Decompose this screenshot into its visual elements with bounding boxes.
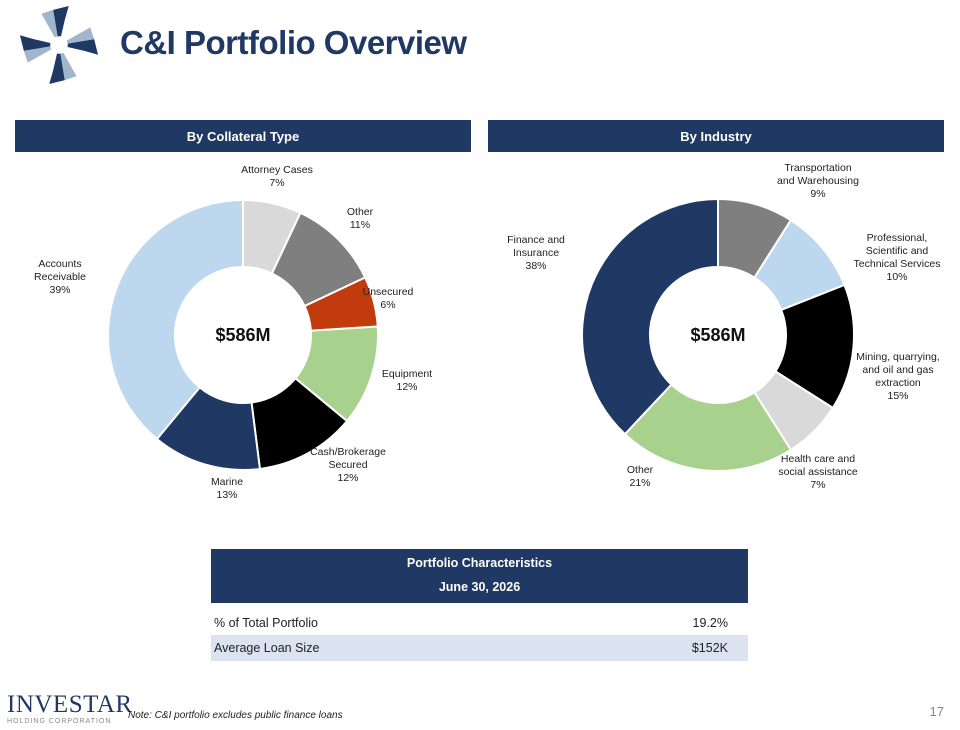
slice-label: Cash/Brokerage Secured 12% — [310, 446, 386, 484]
portfolio-table-date: June 30, 2026 — [438, 580, 521, 594]
portfolio-table-title: Portfolio Characteristics — [406, 556, 553, 570]
slice-label: Equipment 12% — [382, 368, 432, 393]
industry-section-title: By Industry — [680, 128, 752, 144]
brand-subtitle: HOLDING CORPORATION — [7, 718, 112, 725]
table-row-value: 19.2% — [692, 616, 728, 630]
donut-slice — [107, 198, 244, 441]
slice-label: Finance and Insurance 38% — [507, 234, 565, 272]
slice-label: Transportation and Warehousing 9% — [777, 162, 859, 200]
industry-donut-chart: Transportation and Warehousing 9% Professio… — [507, 162, 941, 491]
donut-slice — [581, 197, 719, 436]
slice-label: Other 11% — [347, 206, 374, 231]
slice-label: Professional, Scientific and Technical Ser… — [854, 232, 941, 283]
table-row: Average Loan Size $152K — [211, 635, 748, 661]
slice-label: Unsecured 6% — [363, 286, 414, 311]
slice-label: Other 21% — [627, 464, 654, 489]
donut-center-label: $586M — [215, 325, 270, 345]
table-row: % of Total Portfolio 19.2% — [211, 610, 748, 636]
collateral-donut-chart: Attorney Cases 7% Other 11% Unsecured 6% Equip… — [34, 164, 432, 501]
table-row-label: Average Loan Size — [214, 641, 320, 655]
donut-slice — [623, 383, 793, 472]
slice-label: Attorney Cases 7% — [241, 164, 313, 189]
brand-name: INVESTAR — [7, 691, 133, 718]
industry-section-header: By Industry — [488, 120, 944, 152]
slice-label: Accounts Receivable 39% — [34, 258, 86, 296]
table-row-value: $152K — [691, 641, 728, 655]
slice-label: Health care and social assistance 7% — [778, 453, 858, 491]
footer-logo: INVESTAR HOLDING CORPORATION — [7, 692, 133, 725]
table-row-label: % of Total Portfolio — [214, 616, 318, 630]
page-title: C&I Portfolio Overview — [120, 24, 467, 61]
footnote: Note: C&I portfolio excludes public fina… — [128, 710, 343, 721]
donut-center-label: $586M — [690, 325, 745, 345]
collateral-section-header: By Collateral Type — [15, 120, 471, 152]
company-logo-icon — [19, 5, 99, 85]
slice-label: Mining, quarrying, and oil and gas extract… — [856, 351, 939, 402]
page-number: 17 — [929, 704, 944, 719]
collateral-section-title: By Collateral Type — [186, 128, 300, 144]
portfolio-table-header: Portfolio Characteristics June 30, 2026 — [211, 549, 748, 603]
slice-label: Marine 13% — [211, 476, 243, 501]
